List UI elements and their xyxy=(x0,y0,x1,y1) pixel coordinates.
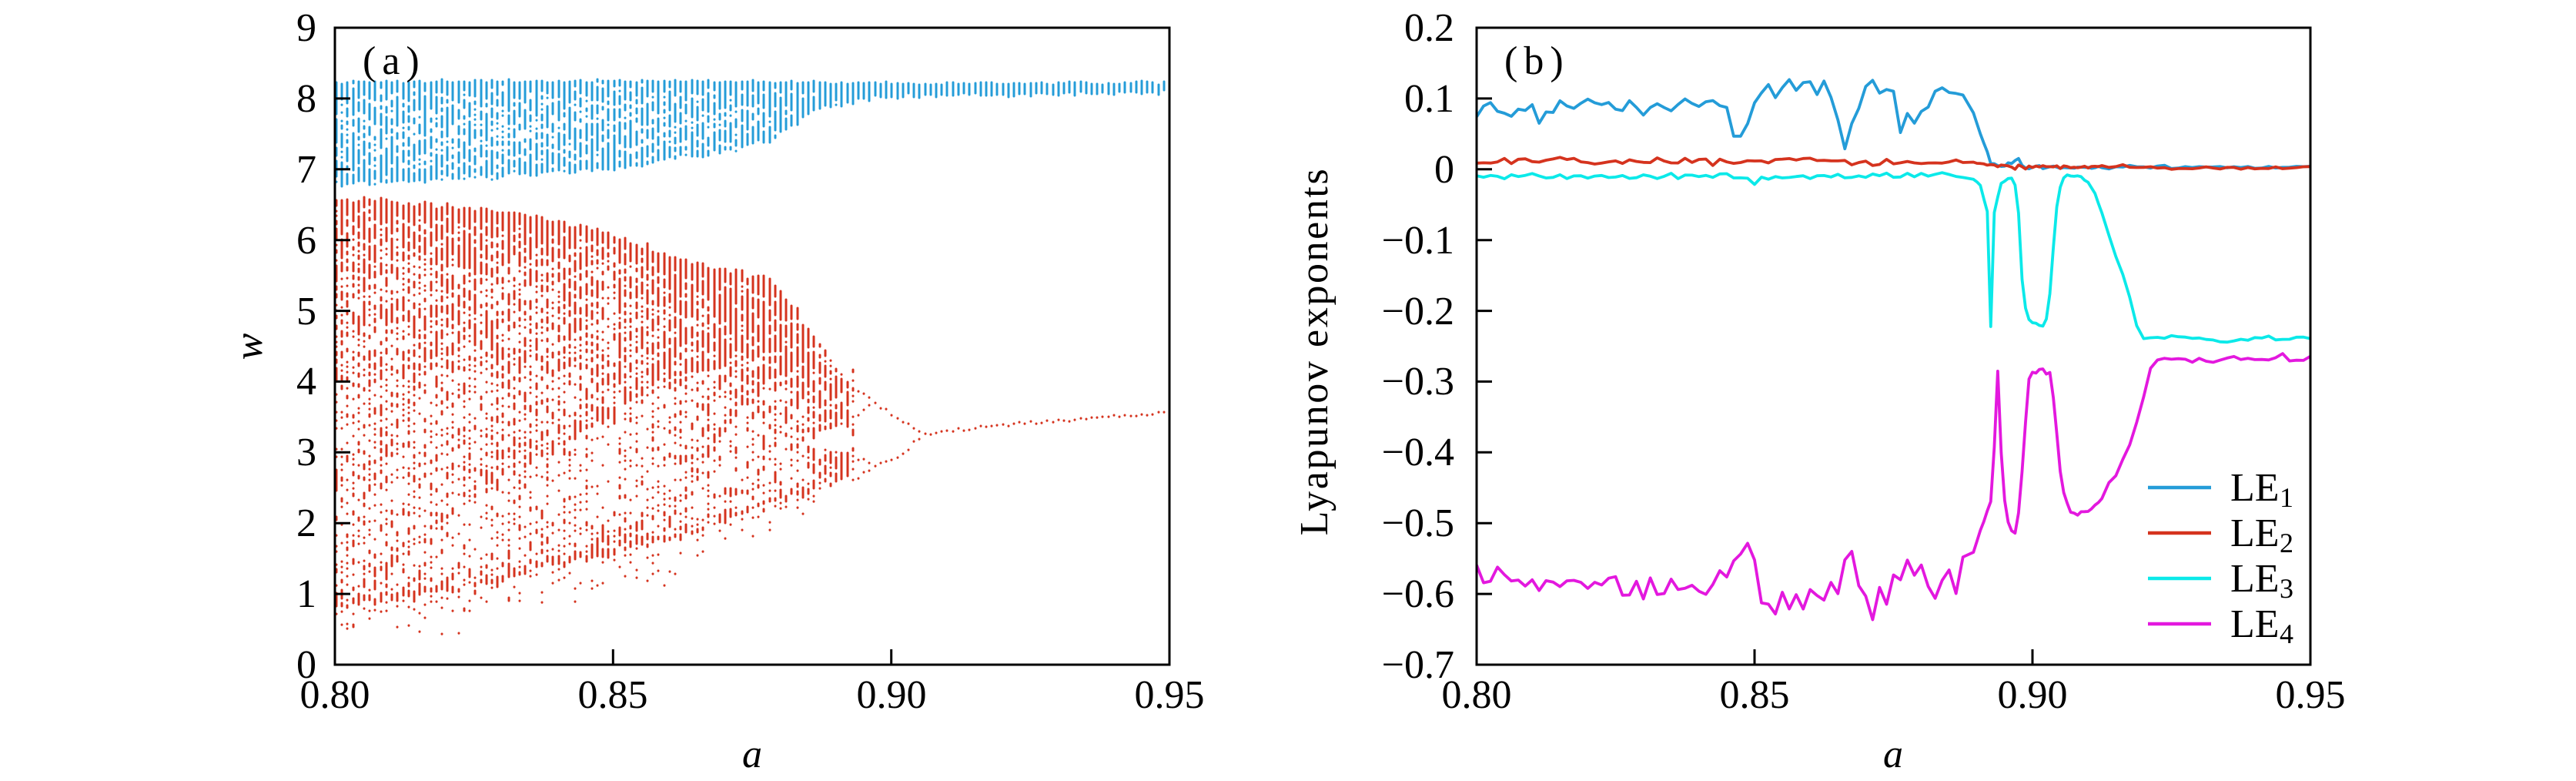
svg-text:0.80: 0.80 xyxy=(300,673,370,717)
svg-text:LE: LE xyxy=(2230,602,2280,646)
svg-text:0.80: 0.80 xyxy=(1442,673,1512,717)
svg-text:a: a xyxy=(742,732,762,776)
svg-text:4: 4 xyxy=(296,360,316,404)
svg-text:(a): (a) xyxy=(363,39,426,83)
svg-text:LE: LE xyxy=(2230,466,2280,510)
svg-text:3: 3 xyxy=(296,431,316,474)
svg-text:−0.3: −0.3 xyxy=(1382,360,1454,404)
svg-text:−0.4: −0.4 xyxy=(1382,431,1454,474)
svg-text:(b): (b) xyxy=(1504,39,1570,83)
svg-text:1: 1 xyxy=(2280,483,2293,513)
svg-text:Lyapunov exponents: Lyapunov exponents xyxy=(1293,167,1337,536)
svg-text:4: 4 xyxy=(2280,619,2293,649)
svg-text:0.90: 0.90 xyxy=(1998,673,2068,717)
svg-text:6: 6 xyxy=(296,219,316,263)
svg-text:0: 0 xyxy=(1434,148,1454,192)
svg-text:0: 0 xyxy=(296,643,316,687)
svg-text:0.95: 0.95 xyxy=(2276,673,2346,717)
svg-text:0.2: 0.2 xyxy=(1404,6,1454,50)
svg-text:2: 2 xyxy=(296,501,316,545)
svg-text:0.1: 0.1 xyxy=(1404,77,1454,121)
svg-text:−0.7: −0.7 xyxy=(1382,643,1454,687)
svg-text:8: 8 xyxy=(296,77,316,121)
svg-text:0.85: 0.85 xyxy=(578,673,648,717)
svg-text:−0.6: −0.6 xyxy=(1382,572,1454,616)
svg-text:9: 9 xyxy=(296,6,316,50)
svg-text:1: 1 xyxy=(296,572,316,616)
svg-text:a: a xyxy=(1883,732,1903,776)
svg-text:3: 3 xyxy=(2280,574,2293,604)
svg-text:0.90: 0.90 xyxy=(857,673,927,717)
svg-text:−0.1: −0.1 xyxy=(1382,219,1454,263)
svg-text:−0.2: −0.2 xyxy=(1382,290,1454,334)
svg-text:5: 5 xyxy=(296,290,316,334)
svg-text:−0.5: −0.5 xyxy=(1382,501,1454,545)
svg-text:2: 2 xyxy=(2280,528,2293,558)
svg-text:0.85: 0.85 xyxy=(1720,673,1790,717)
svg-text:LE: LE xyxy=(2230,511,2280,555)
svg-text:7: 7 xyxy=(296,148,316,192)
svg-text:w: w xyxy=(227,333,271,360)
svg-text:0.95: 0.95 xyxy=(1135,673,1205,717)
svg-text:LE: LE xyxy=(2230,557,2280,601)
